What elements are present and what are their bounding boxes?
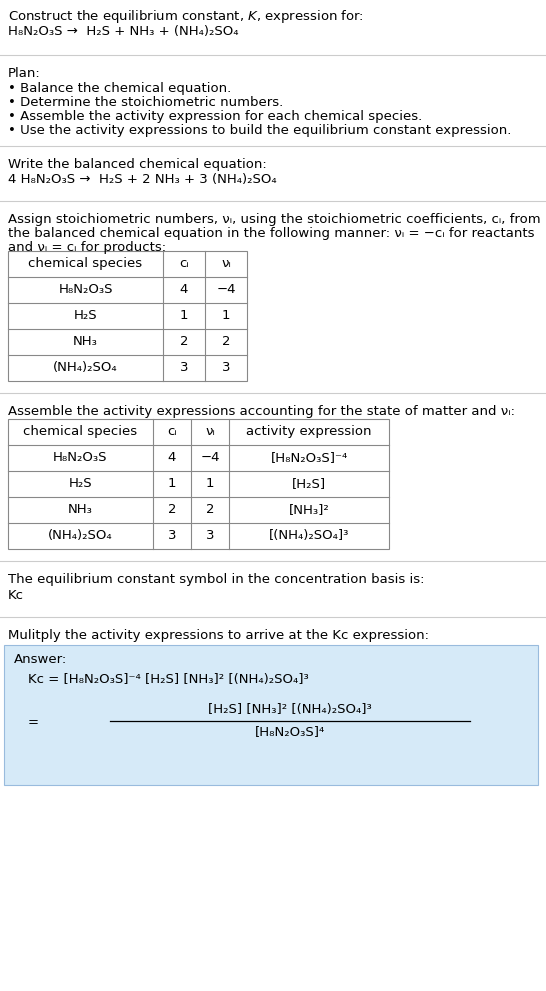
Text: Construct the equilibrium constant, $K$, expression for:: Construct the equilibrium constant, $K$,… — [8, 8, 364, 25]
Text: −4: −4 — [200, 451, 219, 464]
Text: [NH₃]²: [NH₃]² — [289, 503, 329, 516]
Text: NH₃: NH₃ — [68, 503, 93, 516]
Text: [H₈N₂O₃S]⁴: [H₈N₂O₃S]⁴ — [255, 725, 325, 738]
Text: H₂S: H₂S — [69, 477, 92, 490]
Text: 4 H₈N₂O₃S →  H₂S + 2 NH₃ + 3 (NH₄)₂SO₄: 4 H₈N₂O₃S → H₂S + 2 NH₃ + 3 (NH₄)₂SO₄ — [8, 173, 277, 186]
Text: 2: 2 — [180, 335, 188, 348]
Text: 3: 3 — [180, 361, 188, 374]
Text: 1: 1 — [180, 309, 188, 322]
Text: 4: 4 — [168, 451, 176, 464]
Bar — [8, 419, 389, 549]
Text: cᵢ: cᵢ — [167, 425, 177, 438]
Text: chemical species: chemical species — [28, 257, 143, 270]
Bar — [8, 251, 247, 381]
Text: Mulitply the activity expressions to arrive at the Kᴄ expression:: Mulitply the activity expressions to arr… — [8, 629, 429, 642]
Text: H₂S: H₂S — [74, 309, 97, 322]
Text: • Balance the chemical equation.: • Balance the chemical equation. — [8, 82, 232, 95]
Text: −4: −4 — [216, 283, 236, 296]
Text: 2: 2 — [168, 503, 176, 516]
Text: 1: 1 — [206, 477, 214, 490]
Text: Write the balanced chemical equation:: Write the balanced chemical equation: — [8, 158, 267, 171]
Text: NH₃: NH₃ — [73, 335, 98, 348]
Text: activity expression: activity expression — [246, 425, 372, 438]
Text: • Use the activity expressions to build the equilibrium constant expression.: • Use the activity expressions to build … — [8, 124, 512, 137]
Text: (NH₄)₂SO₄: (NH₄)₂SO₄ — [53, 361, 118, 374]
Text: cᵢ: cᵢ — [179, 257, 189, 270]
Text: [H₈N₂O₃S]⁻⁴: [H₈N₂O₃S]⁻⁴ — [270, 451, 348, 464]
Text: Kᴄ = [H₈N₂O₃S]⁻⁴ [H₂S] [NH₃]² [(NH₄)₂SO₄]³: Kᴄ = [H₈N₂O₃S]⁻⁴ [H₂S] [NH₃]² [(NH₄)₂SO₄… — [28, 673, 308, 686]
Text: and νᵢ = cᵢ for products:: and νᵢ = cᵢ for products: — [8, 241, 166, 254]
Text: Answer:: Answer: — [14, 653, 67, 666]
Text: [(NH₄)₂SO₄]³: [(NH₄)₂SO₄]³ — [269, 529, 349, 542]
Text: 2: 2 — [222, 335, 230, 348]
Text: 2: 2 — [206, 503, 214, 516]
Text: =: = — [28, 716, 39, 729]
Text: Assign stoichiometric numbers, νᵢ, using the stoichiometric coefficients, cᵢ, fr: Assign stoichiometric numbers, νᵢ, using… — [8, 213, 541, 226]
Text: νᵢ: νᵢ — [221, 257, 231, 270]
Text: H₈N₂O₃S: H₈N₂O₃S — [54, 451, 108, 464]
Text: (NH₄)₂SO₄: (NH₄)₂SO₄ — [48, 529, 113, 542]
Text: Plan:: Plan: — [8, 67, 41, 80]
Text: [H₂S] [NH₃]² [(NH₄)₂SO₄]³: [H₂S] [NH₃]² [(NH₄)₂SO₄]³ — [208, 703, 372, 716]
Text: Kᴄ: Kᴄ — [8, 589, 24, 602]
Text: 4: 4 — [180, 283, 188, 296]
Text: chemical species: chemical species — [23, 425, 138, 438]
Text: νᵢ: νᵢ — [205, 425, 215, 438]
Bar — [4, 645, 538, 785]
Text: 3: 3 — [206, 529, 214, 542]
Text: the balanced chemical equation in the following manner: νᵢ = −cᵢ for reactants: the balanced chemical equation in the fo… — [8, 227, 535, 240]
Text: • Assemble the activity expression for each chemical species.: • Assemble the activity expression for e… — [8, 110, 422, 123]
Text: H₈N₂O₃S →  H₂S + NH₃ + (NH₄)₂SO₄: H₈N₂O₃S → H₂S + NH₃ + (NH₄)₂SO₄ — [8, 25, 239, 38]
Text: 3: 3 — [222, 361, 230, 374]
Text: 3: 3 — [168, 529, 176, 542]
Text: 1: 1 — [222, 309, 230, 322]
Text: Assemble the activity expressions accounting for the state of matter and νᵢ:: Assemble the activity expressions accoun… — [8, 405, 515, 418]
Text: • Determine the stoichiometric numbers.: • Determine the stoichiometric numbers. — [8, 96, 283, 109]
Text: [H₂S]: [H₂S] — [292, 477, 326, 490]
Text: H₈N₂O₃S: H₈N₂O₃S — [58, 283, 113, 296]
Text: The equilibrium constant symbol in the concentration basis is:: The equilibrium constant symbol in the c… — [8, 573, 424, 586]
Text: 1: 1 — [168, 477, 176, 490]
